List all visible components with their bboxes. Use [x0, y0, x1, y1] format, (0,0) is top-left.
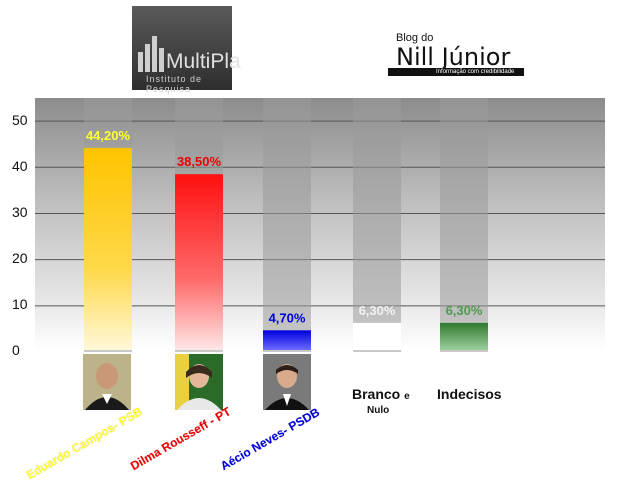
bar-chart-logo-icon: [138, 36, 164, 72]
blog-logo-bar: [388, 68, 524, 76]
category-label-indecisos: Indecisos: [437, 386, 502, 402]
background-bar: [263, 98, 311, 352]
data-label-0: 44,20%: [86, 128, 131, 143]
bar-4: [440, 322, 488, 350]
bar-0: [84, 147, 132, 350]
y-tick-label: 10: [12, 296, 28, 312]
bar-2: [263, 330, 311, 350]
y-tick-label: 40: [12, 158, 28, 174]
y-tick-label: 30: [12, 204, 28, 220]
y-tick-label: 0: [12, 342, 20, 358]
background-bar: [353, 98, 401, 352]
data-label-2: 4,70%: [269, 310, 306, 325]
nulo-label: Nulo: [367, 405, 390, 416]
multipla-logo-name: MultiPla: [166, 50, 241, 73]
blog-logo-line1: Blog do: [396, 32, 434, 44]
multipla-logo-subtitle: Instituto de Pesquisa: [146, 74, 203, 94]
blog-logo-tagline: Informação com credibilidade: [436, 69, 515, 75]
data-label-1: 38,50%: [177, 154, 222, 169]
candidate-photo-dilma: [175, 354, 223, 410]
data-label-3: 6,30%: [359, 303, 396, 318]
bar-3: [353, 322, 401, 350]
bar-1: [175, 174, 223, 350]
candidate-photo-aecio: [263, 354, 311, 410]
category-label-branco-nulo: Branco e: [352, 386, 410, 402]
data-label-4: 6,30%: [446, 303, 483, 318]
e-label: e: [404, 391, 410, 402]
y-tick-label: 50: [12, 112, 28, 128]
y-tick-label: 20: [12, 250, 28, 266]
branco-label: Branco: [352, 386, 401, 402]
blog-logo: Blog do Nill Júnior Informação com credi…: [388, 30, 524, 78]
background-bar: [440, 98, 488, 352]
candidate-photo-eduardo: [83, 354, 131, 410]
blog-logo-line2: Nill Júnior: [396, 43, 511, 71]
multipla-logo: MultiPla Instituto de Pesquisa: [132, 6, 241, 94]
